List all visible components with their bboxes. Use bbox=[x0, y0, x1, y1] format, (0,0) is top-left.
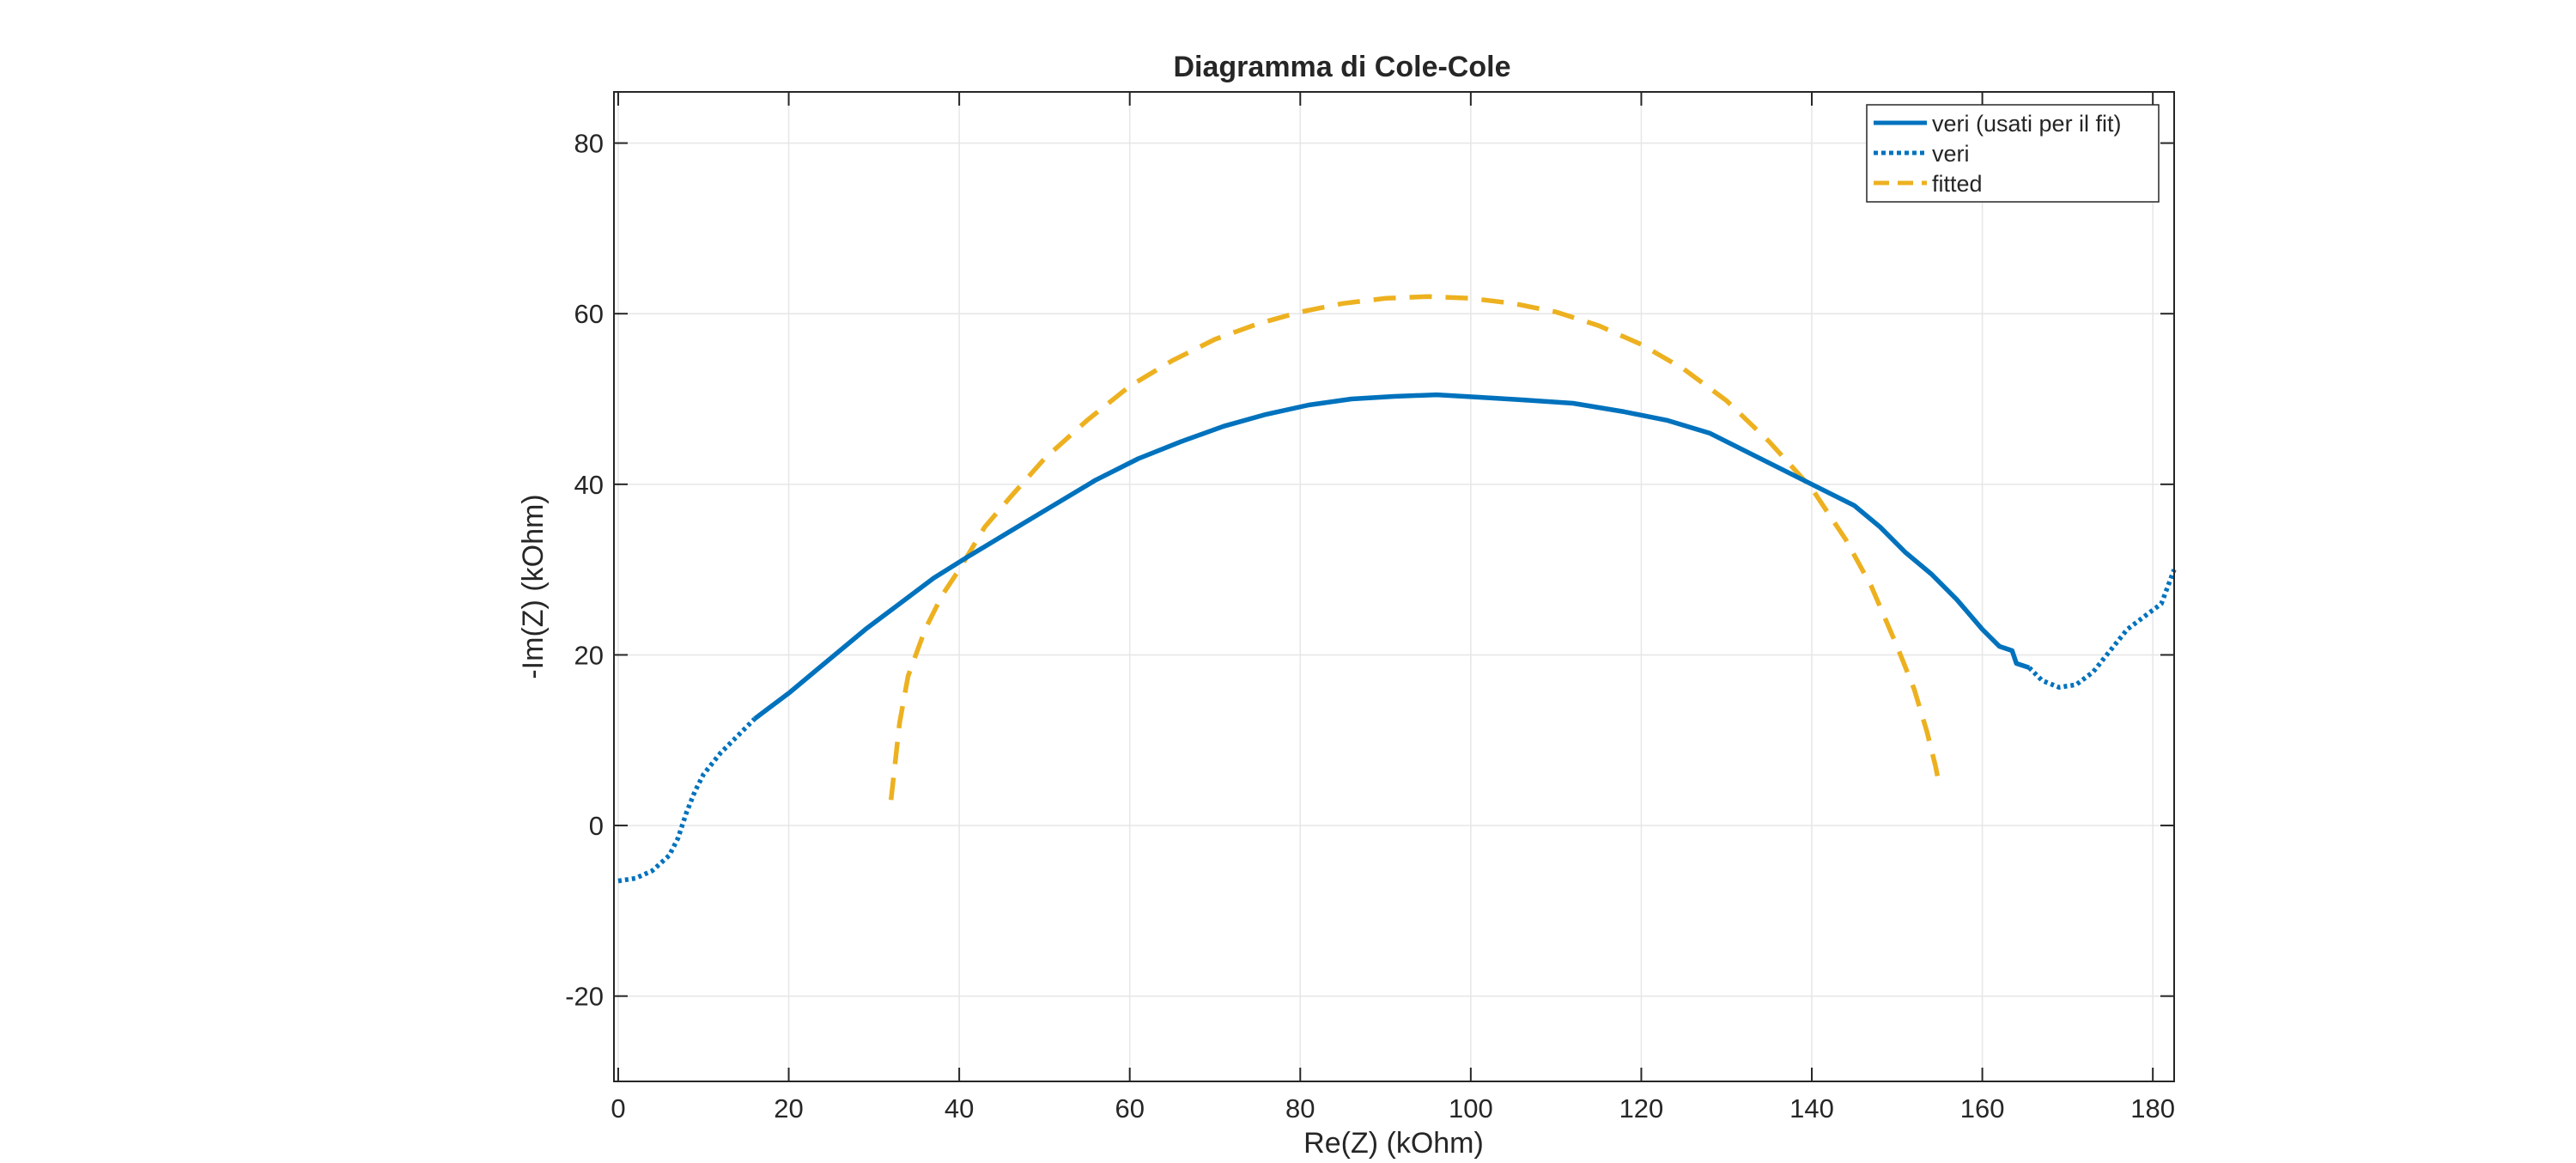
y-axis-label: -Im(Z) (kOhm) bbox=[517, 494, 550, 679]
y-tick-label: 40 bbox=[574, 470, 604, 500]
y-tick-label: 80 bbox=[574, 129, 604, 159]
x-tick-label: 0 bbox=[611, 1093, 625, 1123]
x-tick-label: 160 bbox=[1960, 1093, 2005, 1123]
x-tick-label: 120 bbox=[1619, 1093, 1664, 1123]
chart-title: Diagramma di Cole-Cole bbox=[1174, 51, 1511, 83]
y-tick-label: -20 bbox=[565, 982, 604, 1012]
legend: veri (usati per il fit) veri fitted bbox=[1866, 104, 2160, 203]
y-tick-label: 60 bbox=[574, 299, 604, 329]
x-tick-label: 100 bbox=[1449, 1093, 1493, 1123]
plot-frame bbox=[613, 91, 2175, 1082]
legend-entry-veri: veri bbox=[1932, 141, 1970, 167]
axis-ticks: 0 20 40 60 80 100 120 140 160 180 -20 0 20 40 60 80 bbox=[565, 92, 2175, 1123]
series-veri-line-segment-1 bbox=[617, 716, 756, 884]
series-fitted-line bbox=[888, 294, 1942, 801]
x-axis-label: Re(Z) (kOhm) bbox=[1303, 1127, 1484, 1160]
grid bbox=[614, 92, 2174, 1081]
x-tick-label: 140 bbox=[1789, 1093, 1834, 1123]
series-layer bbox=[617, 294, 2177, 884]
y-tick-label: 0 bbox=[589, 811, 604, 841]
legend-entry-veri-fit: veri (usati per il fit) bbox=[1932, 111, 2122, 137]
x-tick-label: 60 bbox=[1115, 1093, 1144, 1123]
x-tick-label: 180 bbox=[2130, 1093, 2175, 1123]
series-veri-fit-line bbox=[753, 392, 2031, 722]
x-tick-label: 20 bbox=[774, 1093, 803, 1123]
x-tick-label: 80 bbox=[1285, 1093, 1315, 1123]
x-tick-label: 40 bbox=[945, 1093, 974, 1123]
legend-entry-fitted: fitted bbox=[1932, 171, 1983, 197]
y-tick-label: 20 bbox=[574, 640, 604, 670]
